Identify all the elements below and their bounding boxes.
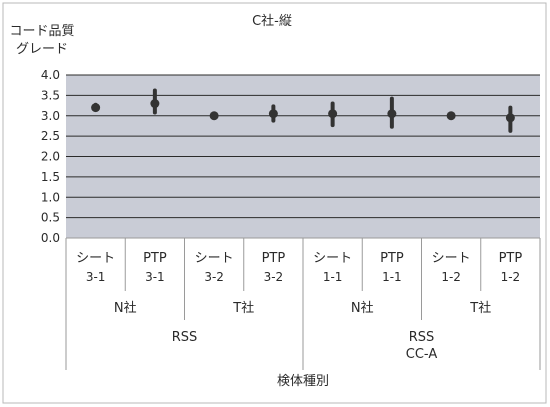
mean-marker	[505, 113, 515, 123]
mean-marker	[150, 99, 160, 109]
gridlines	[66, 74, 540, 239]
y-tick-label: 3.5	[41, 88, 60, 102]
category-label: シート	[313, 251, 352, 266]
category-sublabel: 3-1	[86, 270, 106, 284]
category-label: PTP	[262, 251, 286, 266]
y-tick-label: 2.5	[41, 129, 60, 143]
category-sublabel: 1-2	[501, 270, 521, 284]
y-tick-label: 1.0	[41, 190, 60, 204]
category-sublabel: 3-2	[264, 270, 284, 284]
category-label: シート	[195, 251, 234, 266]
mean-marker	[91, 103, 101, 113]
y-tick-label: 0.5	[41, 211, 60, 225]
x-axis-label: 検体種別	[277, 373, 329, 389]
chart-title: C社-縦	[252, 13, 292, 29]
mean-marker	[268, 109, 278, 119]
method-group-label: RSS	[172, 330, 198, 345]
company-group-label: N社	[351, 300, 374, 316]
company-group-label: T社	[469, 300, 491, 316]
category-label: シート	[76, 251, 115, 266]
y-tick-labels: 4.0 3.5 3.0 2.5 2.0 1.5 1.0 0.5 0.0	[41, 68, 60, 245]
category-sublabel: 3-2	[204, 270, 224, 284]
company-group-label: N社	[114, 300, 137, 316]
y-tick-label: 2.0	[41, 150, 60, 164]
method-group-label: RSS	[409, 330, 435, 345]
category-table-lines	[65, 237, 541, 370]
data-markers	[91, 88, 515, 133]
category-label: シート	[432, 251, 471, 266]
category-label: PTP	[380, 251, 404, 266]
category-sublabel: 1-2	[441, 270, 461, 284]
mean-marker	[328, 109, 338, 119]
category-labels: シート 3-1 PTP 3-1 シート 3-2 PTP 3-2 シート 1-1 PTP 1-1 シート 1…	[76, 251, 522, 362]
category-sublabel: 1-1	[323, 270, 343, 284]
category-label: PTP	[143, 251, 167, 266]
y-tick-label: 0.0	[41, 231, 60, 245]
y-tick-label: 1.5	[41, 170, 60, 184]
category-sublabel: 3-1	[145, 270, 165, 284]
mean-marker	[387, 109, 397, 119]
mean-marker	[209, 111, 219, 121]
y-axis-label-line2: グレード	[16, 42, 68, 57]
category-label: PTP	[499, 251, 523, 266]
y-tick-label: 4.0	[41, 68, 60, 82]
category-sublabel: 1-1	[382, 270, 402, 284]
mean-marker	[446, 111, 456, 121]
y-tick-label: 3.0	[41, 109, 60, 123]
company-group-label: T社	[232, 300, 254, 316]
y-axis-label-line1: コード品質	[9, 24, 74, 39]
method-group-label: CC-A	[406, 347, 438, 362]
